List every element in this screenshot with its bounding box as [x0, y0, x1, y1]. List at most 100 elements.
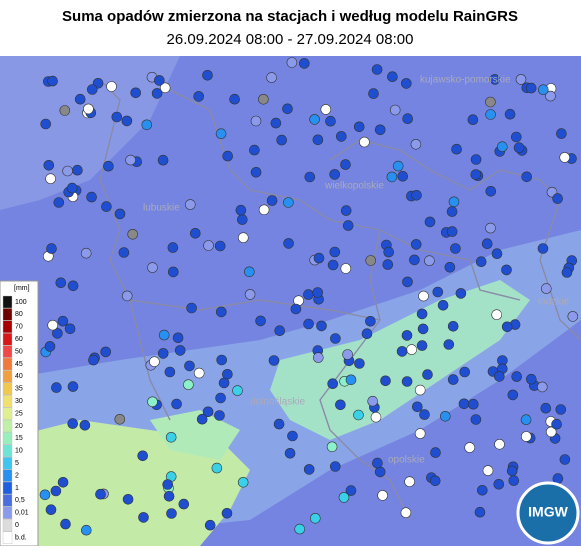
station-dot: [374, 466, 386, 478]
station-dot: [215, 128, 227, 139]
station-dot: [40, 118, 52, 130]
station-dot: [506, 465, 518, 477]
station-dot: [458, 398, 470, 410]
legend-swatch: [2, 308, 13, 321]
station-dot: [374, 124, 386, 136]
station-dot: [95, 488, 106, 500]
station-dot: [214, 240, 226, 252]
station-dot: [370, 411, 382, 423]
station-dot: [67, 280, 79, 292]
legend-label: 10: [15, 448, 23, 455]
station-dot: [455, 288, 467, 299]
legend-label: 0: [15, 522, 19, 529]
station-dot: [448, 196, 460, 208]
station-dot: [141, 119, 153, 131]
station-dot: [39, 489, 51, 501]
station-dot: [138, 512, 149, 523]
legend-label: 30: [15, 398, 23, 405]
station-dot: [149, 356, 160, 368]
station-dot: [345, 374, 357, 386]
legend-label: 60: [15, 336, 23, 343]
station-dot: [154, 75, 165, 86]
legend-swatch: [2, 494, 13, 507]
legend-label: 40: [15, 373, 23, 380]
station-dot: [303, 318, 314, 330]
station-dot: [513, 142, 525, 153]
station-dot: [359, 136, 370, 148]
station-dot: [47, 75, 58, 87]
logo-text: IMGW: [528, 504, 568, 520]
station-dot: [163, 490, 175, 502]
station-dot: [411, 401, 423, 413]
station-dot: [193, 367, 205, 379]
station-dot: [88, 354, 99, 366]
station-dot: [171, 398, 182, 410]
station-dot: [416, 308, 428, 320]
station-dot: [304, 171, 316, 183]
station-dot: [64, 323, 76, 335]
station-dot: [439, 410, 451, 422]
station-dot: [166, 508, 177, 519]
station-dot: [303, 289, 314, 300]
station-dot: [537, 84, 549, 95]
legend-swatch: [2, 320, 13, 333]
station-dot: [312, 287, 324, 298]
station-dot: [57, 315, 69, 327]
station-dot: [168, 266, 179, 278]
station-dot: [338, 492, 350, 503]
station-dot: [443, 339, 455, 350]
station-dot: [203, 240, 214, 251]
station-dot: [184, 360, 195, 372]
station-dot: [118, 247, 130, 258]
station-dot: [159, 82, 171, 94]
station-dot: [330, 333, 341, 344]
station-dot: [193, 91, 204, 102]
station-dot: [283, 197, 294, 208]
legend-swatch: [2, 357, 13, 371]
station-dot: [51, 382, 62, 393]
station-dot: [106, 81, 117, 92]
station-dot: [211, 462, 223, 474]
station-dot: [86, 191, 97, 203]
region-label: kujawsko-pomorskie: [420, 75, 511, 86]
station-dot: [559, 454, 571, 465]
station-dot: [114, 413, 126, 425]
station-dot: [485, 186, 497, 197]
station-dot: [401, 376, 413, 387]
station-dot: [244, 266, 255, 278]
station-dot: [216, 354, 227, 366]
station-dot: [556, 128, 567, 139]
station-dot: [467, 398, 479, 410]
legend-swatch: [2, 407, 13, 420]
station-dot: [325, 115, 336, 127]
station-dot: [268, 355, 280, 366]
station-dot: [555, 404, 567, 415]
legend-swatch: [2, 444, 13, 457]
station-dot: [482, 465, 494, 476]
station-dot: [485, 109, 496, 120]
station-dot: [409, 254, 420, 266]
station-dot: [147, 262, 158, 273]
legend-swatch: [2, 469, 13, 482]
station-dot: [404, 476, 415, 488]
station-dot: [418, 290, 429, 302]
station-dot: [504, 108, 516, 120]
station-dot: [361, 328, 373, 340]
station-dot: [196, 413, 208, 425]
station-dot: [244, 289, 256, 300]
station-dot: [459, 366, 471, 378]
station-dot: [450, 243, 461, 254]
station-dot: [335, 399, 346, 411]
station-dot: [414, 428, 426, 439]
legend-label: 45: [15, 361, 23, 368]
station-dot: [372, 457, 383, 469]
station-dot: [303, 464, 315, 475]
legend-label: 35: [15, 386, 23, 393]
station-dot: [329, 461, 341, 472]
logo: IMGW: [516, 481, 580, 545]
station-dot: [437, 299, 449, 311]
legend-swatch: [2, 481, 13, 495]
station-dot: [354, 358, 365, 369]
precip-field: [150, 410, 240, 460]
station-dot: [87, 84, 98, 95]
